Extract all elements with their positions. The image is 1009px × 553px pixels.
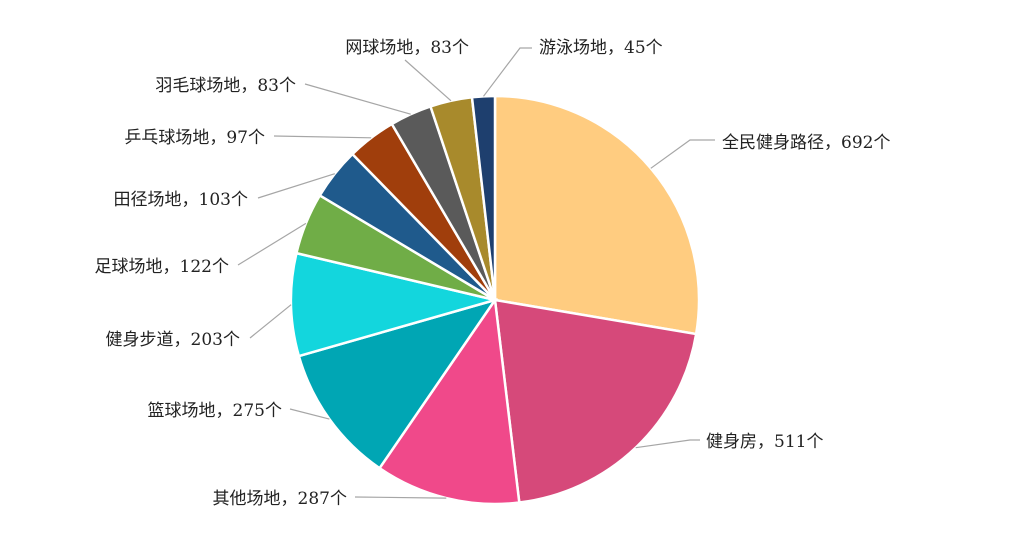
slice-健身房 — [493, 298, 698, 504]
leader-line-羽毛球场地 — [304, 83, 411, 115]
label-网球场地: 网球场地，83个 — [345, 38, 469, 58]
label-田径场地: 田径场地，103个 — [114, 190, 248, 210]
slice-全民健身路径 — [493, 94, 701, 336]
leader-line-健身房 — [635, 439, 700, 449]
leader-line-田径场地 — [257, 173, 335, 199]
label-游泳场地: 游泳场地，45个 — [539, 38, 663, 58]
label-篮球场地: 篮球场地，275个 — [148, 401, 282, 421]
slice-游泳场地 — [470, 94, 497, 301]
label-足球场地: 足球场地，122个 — [95, 257, 229, 277]
leader-line-全民健身路径 — [650, 139, 715, 169]
leader-lines — [237, 47, 715, 499]
label-乒乓球场地: 乒乓球场地，97个 — [124, 128, 265, 148]
label-其他场地: 其他场地，287个 — [213, 489, 347, 509]
label-全民健身路径: 全民健身路径，692个 — [722, 133, 890, 153]
leader-line-足球场地 — [237, 222, 307, 266]
leader-line-其他场地 — [354, 496, 447, 499]
pie-slices — [289, 94, 701, 506]
leader-line-健身步道 — [249, 304, 292, 339]
leader-line-乒乓球场地 — [273, 135, 372, 139]
label-健身房: 健身房，511个 — [706, 432, 823, 452]
leader-line-篮球场地 — [289, 408, 330, 420]
slice-健身步道 — [289, 251, 500, 358]
leader-line-网球场地 — [404, 59, 452, 102]
data-labels: 全民健身路径，692个 健身房，511个 其他场地，287个 篮球场地，275个… — [95, 38, 891, 509]
leader-line-游泳场地 — [483, 47, 532, 97]
label-羽毛球场地: 羽毛球场地，83个 — [155, 76, 296, 96]
label-健身步道: 健身步道，203个 — [106, 330, 240, 350]
